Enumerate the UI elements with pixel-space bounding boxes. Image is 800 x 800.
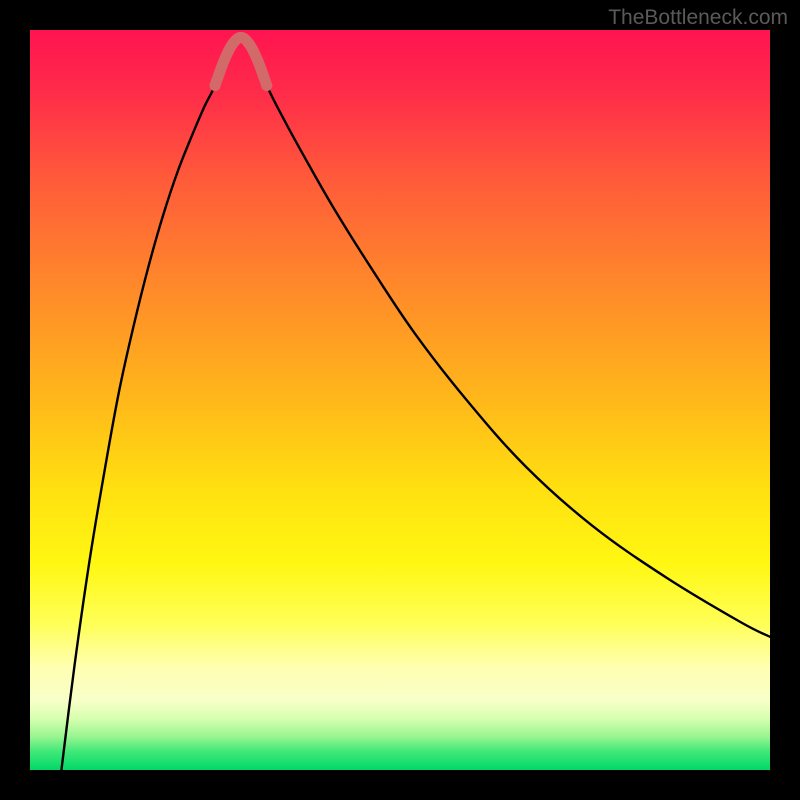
watermark-text: TheBottleneck.com (608, 6, 788, 30)
chart-frame (30, 30, 770, 770)
bottleneck-chart (30, 30, 770, 770)
